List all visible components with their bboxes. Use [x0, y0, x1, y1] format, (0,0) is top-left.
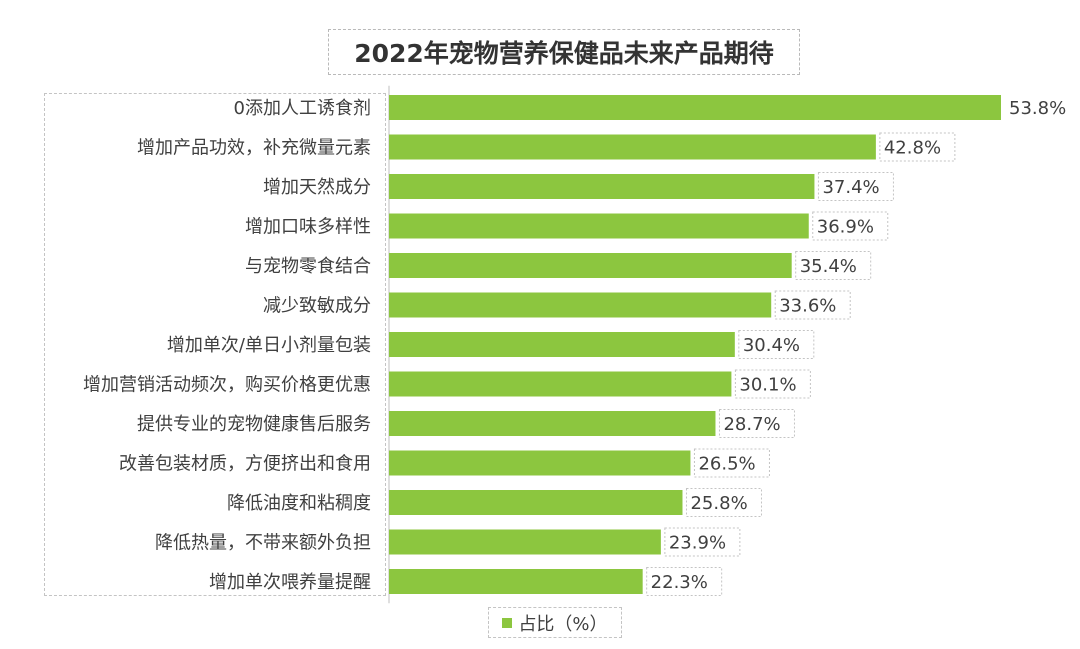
- category-label: 降低热量，不带来额外负担: [155, 533, 371, 554]
- data-label: 23.9%: [669, 533, 726, 554]
- chart-title: 2022年宠物营养保健品未来产品期待: [354, 39, 774, 68]
- category-label: 降低油度和粘稠度: [227, 493, 371, 514]
- bar: [389, 134, 876, 160]
- category-label: 改善包装材质，方便挤出和食用: [119, 454, 371, 475]
- legend: 占比（%）: [488, 607, 622, 638]
- data-label: 30.1%: [739, 375, 796, 396]
- bar: [389, 529, 661, 555]
- bar: [389, 213, 809, 239]
- data-label: 26.5%: [698, 454, 755, 475]
- category-label: 增加口味多样性: [245, 217, 371, 238]
- category-label: 0添加人工诱食剂: [234, 98, 371, 119]
- data-label-box: [685, 488, 762, 517]
- legend-label: 占比（%）: [518, 613, 608, 635]
- data-label-box: [817, 172, 894, 201]
- data-label: 30.4%: [743, 335, 800, 356]
- category-label: 增加天然成分: [263, 177, 371, 198]
- data-label: 42.8%: [884, 138, 941, 159]
- bar: [389, 490, 683, 515]
- category-label: 增加产品功效，补充微量元素: [137, 138, 371, 159]
- data-label: 28.7%: [723, 414, 780, 435]
- category-label: 提供专业的宠物健康售后服务: [137, 414, 371, 435]
- data-label-box: [738, 330, 815, 359]
- bar: [389, 411, 716, 436]
- bar: [389, 95, 1001, 120]
- category-label: 增加单次喂养量提醒: [209, 572, 371, 593]
- data-label-box: [879, 132, 956, 162]
- category-label-box: [44, 93, 386, 596]
- bar: [389, 569, 643, 594]
- bar: [389, 174, 815, 199]
- data-label-box: [774, 290, 851, 320]
- data-label: 22.3%: [651, 572, 708, 593]
- data-label-box: [734, 369, 811, 399]
- data-label: 25.8%: [690, 493, 747, 514]
- data-label-box: [646, 567, 723, 596]
- data-label: 35.4%: [800, 256, 857, 277]
- category-label: 增加单次/单日小剂量包装: [167, 335, 371, 356]
- data-label: 36.9%: [817, 217, 874, 238]
- chart-title-box: 2022年宠物营养保健品未来产品期待: [328, 29, 800, 75]
- category-label: 与宠物零食结合: [245, 256, 371, 277]
- data-label-box: [812, 211, 889, 241]
- bar: [389, 292, 772, 318]
- data-label: 37.4%: [822, 177, 879, 198]
- bar: [389, 371, 732, 397]
- legend-swatch: [502, 617, 513, 628]
- data-label-box: [664, 527, 741, 557]
- bar: [389, 450, 691, 476]
- bar: [389, 332, 735, 357]
- data-label: 33.6%: [779, 296, 836, 317]
- bar: [389, 253, 792, 278]
- category-label: 减少致敏成分: [263, 296, 371, 317]
- category-label: 增加营销活动频次，购买价格更优惠: [83, 375, 371, 396]
- data-label-box: [795, 251, 872, 280]
- data-label: 53.8%: [1009, 98, 1066, 119]
- data-label-box: [693, 448, 770, 478]
- data-label-box: [718, 409, 795, 438]
